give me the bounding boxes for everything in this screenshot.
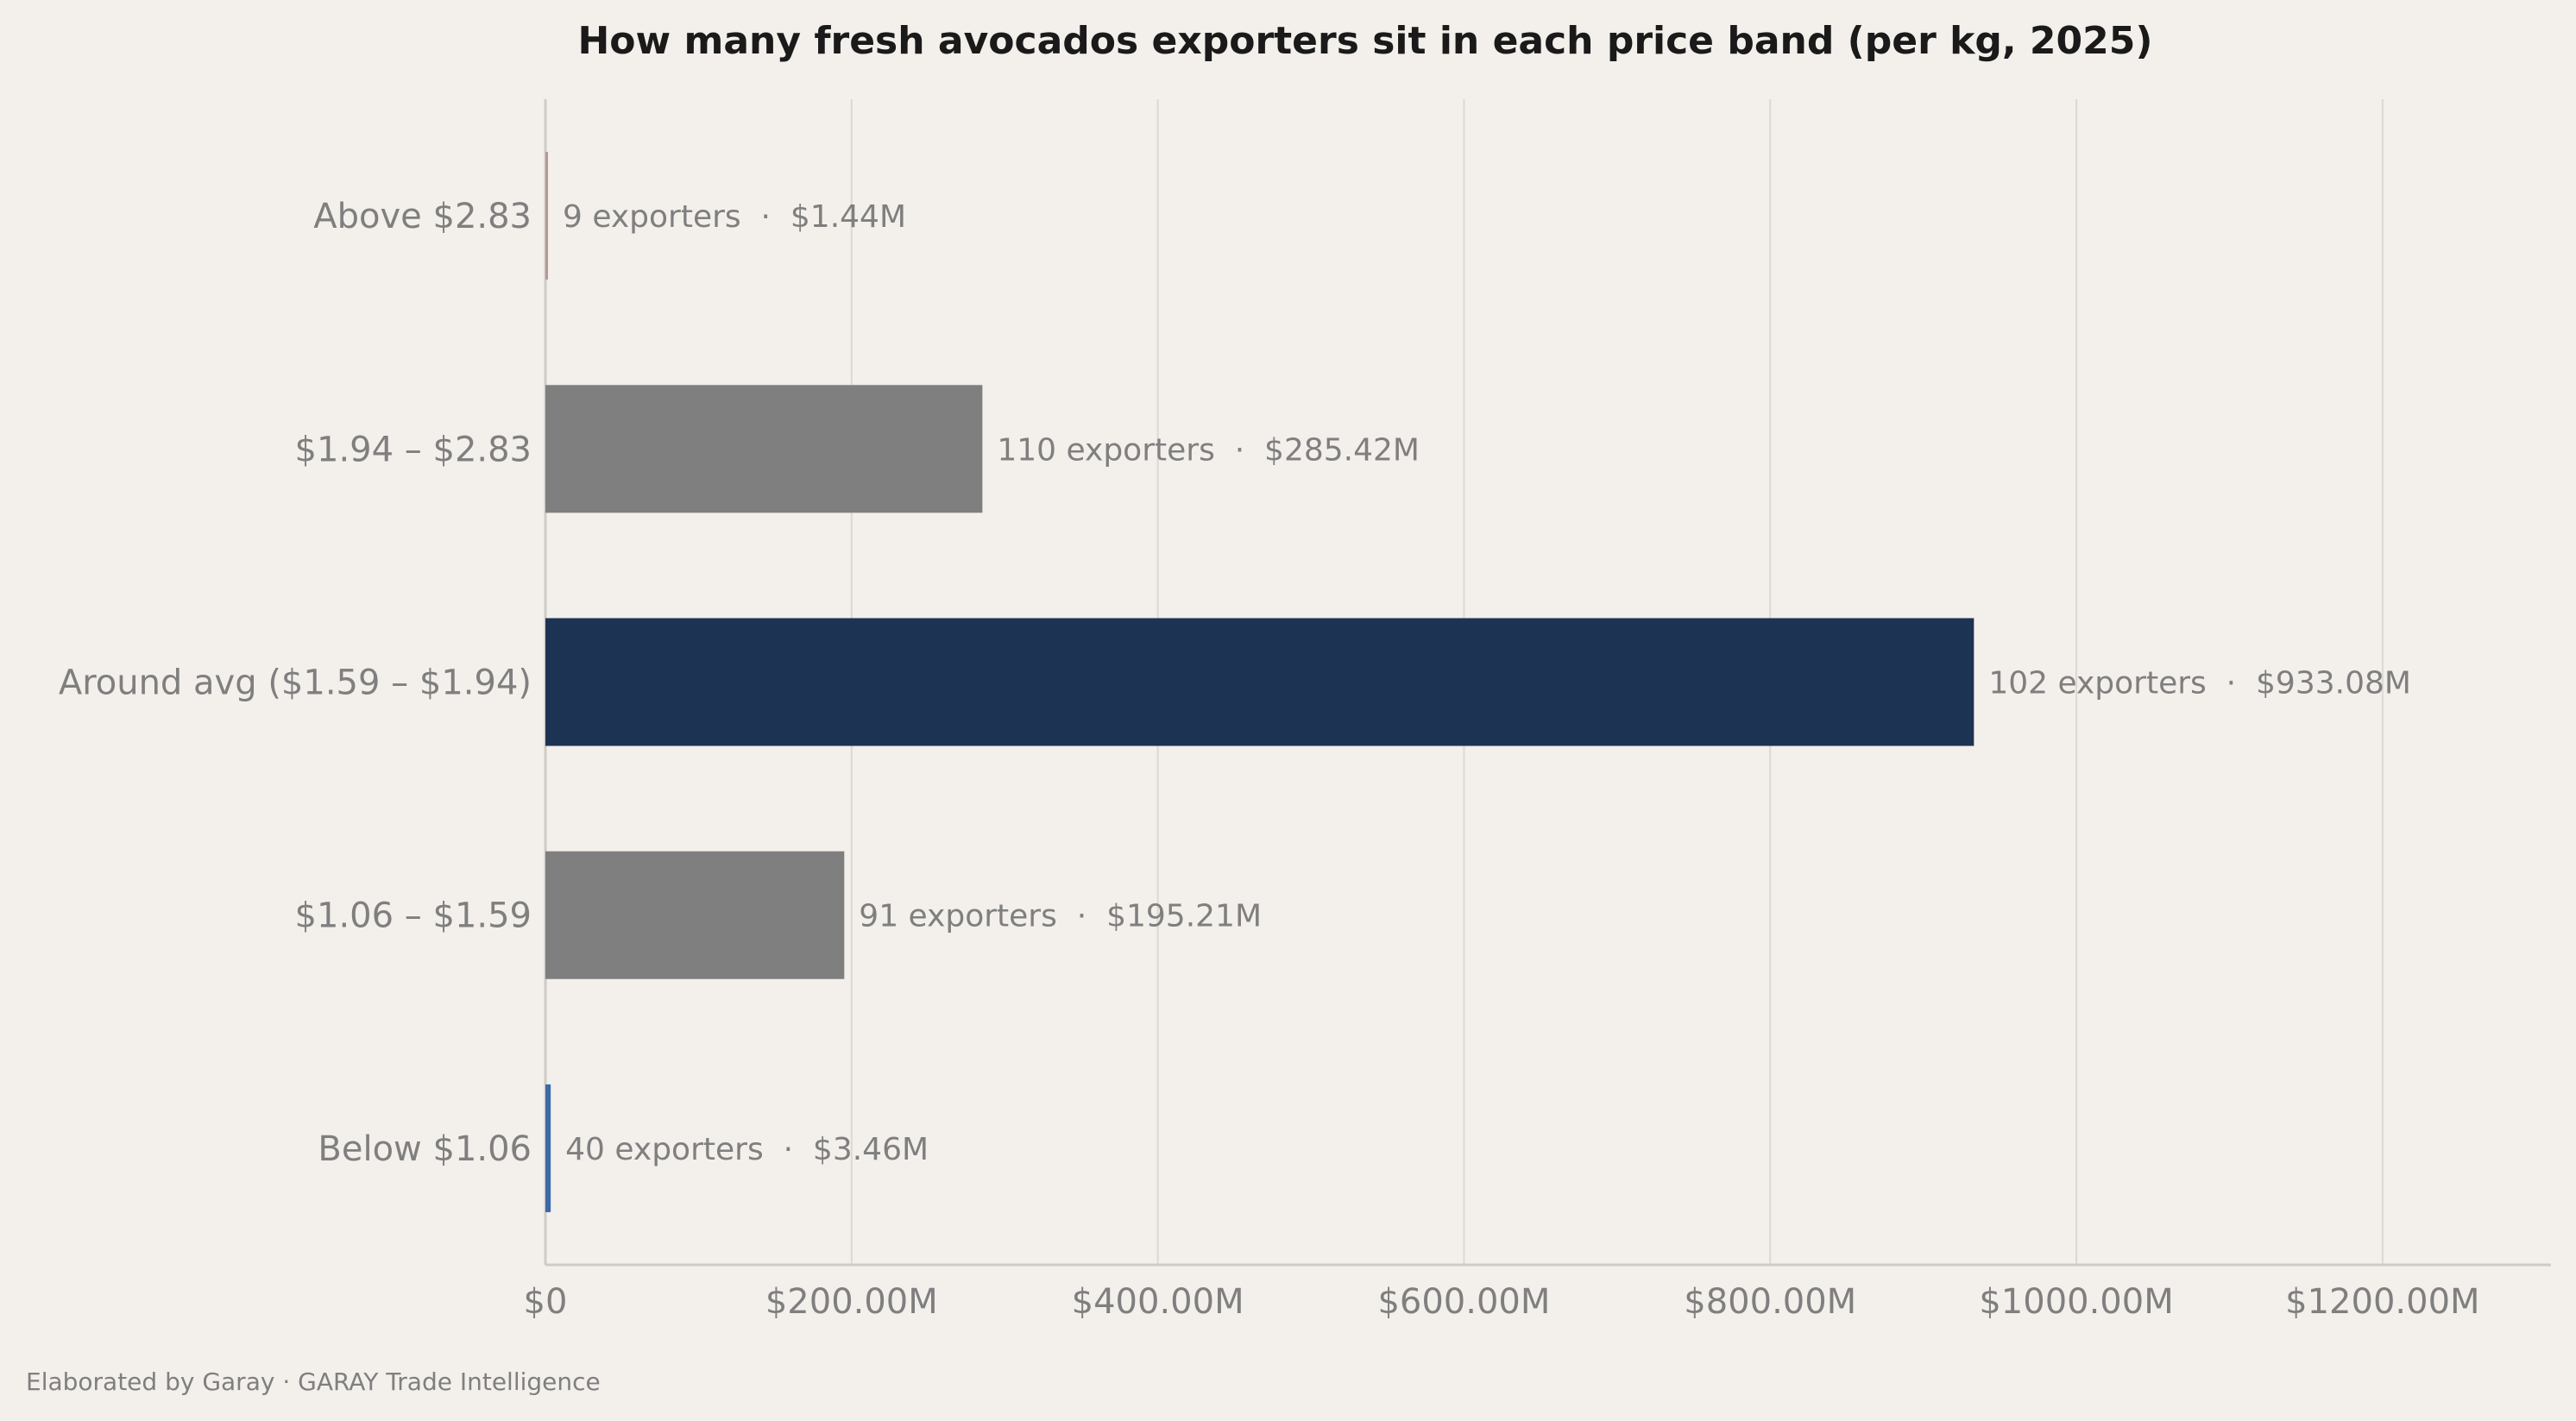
bar-0 — [545, 152, 548, 280]
category-labels: Above $2.83 $1.94 – $2.83 Around avg ($1.5… — [59, 197, 532, 1169]
x-tick-label-5: $1000.00M — [1979, 1282, 2173, 1322]
data-label-0: 9 exporters · $1.44M — [563, 199, 906, 235]
category-label-0: Above $2.83 — [313, 197, 532, 236]
x-tick-label-6: $1200.00M — [2285, 1282, 2479, 1322]
x-tick-label-2: $400.00M — [1072, 1282, 1244, 1322]
footer-credit: Elaborated by Garay · GARAY Trade Intell… — [26, 1368, 601, 1396]
x-tick-label-3: $600.00M — [1377, 1282, 1550, 1322]
category-label-1: $1.94 – $2.83 — [295, 430, 532, 469]
category-label-3: $1.06 – $1.59 — [295, 896, 532, 936]
category-label-4: Below $1.06 — [318, 1129, 532, 1169]
x-axis: $0 $200.00M $400.00M $600.00M $800.00M $1000.… — [524, 1263, 2551, 1322]
data-labels: 9 exporters · $1.44M 110 exporters · $285… — [563, 199, 2411, 1167]
bar-1 — [545, 385, 983, 513]
chart-title: How many fresh avocados exporters sit in… — [577, 19, 2152, 63]
bar-3 — [545, 851, 845, 979]
category-label-2: Around avg ($1.59 – $1.94) — [59, 663, 532, 703]
data-label-2: 102 exporters · $933.08M — [1988, 666, 2411, 701]
bar-2 — [545, 618, 1975, 746]
x-tick-label-1: $200.00M — [765, 1282, 938, 1322]
bar-4 — [545, 1084, 551, 1212]
data-label-3: 91 exporters · $195.21M — [859, 899, 1262, 934]
x-tick-label-0: $0 — [524, 1282, 568, 1322]
x-tick-label-4: $800.00M — [1684, 1282, 1856, 1322]
bars — [545, 152, 1975, 1212]
data-label-4: 40 exporters · $3.46M — [565, 1132, 929, 1167]
data-label-1: 110 exporters · $285.42M — [997, 432, 1420, 468]
